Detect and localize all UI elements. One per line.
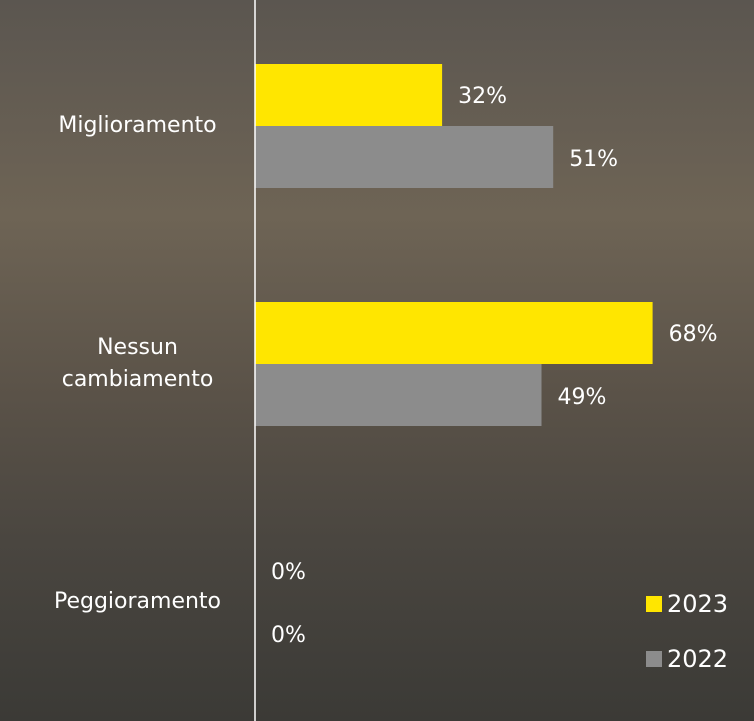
- legend-label: 2022: [667, 645, 728, 673]
- bar: [255, 302, 653, 364]
- value-label: 0%: [271, 560, 306, 585]
- legend-swatch: [646, 651, 662, 667]
- value-label: 32%: [458, 84, 507, 109]
- value-label: 51%: [569, 147, 618, 172]
- bar: [255, 126, 554, 188]
- category-label: Miglioramento: [58, 113, 217, 138]
- bar: [255, 64, 443, 126]
- value-label: 0%: [271, 623, 306, 648]
- value-label: 49%: [558, 385, 607, 410]
- category-label: Peggioramento: [53, 589, 222, 614]
- category-label: Nessun cambiamento: [61, 335, 214, 392]
- legend-label: 2023: [667, 590, 728, 618]
- value-label: 68%: [669, 322, 718, 347]
- bar: [255, 364, 542, 426]
- legend-swatch: [646, 596, 662, 612]
